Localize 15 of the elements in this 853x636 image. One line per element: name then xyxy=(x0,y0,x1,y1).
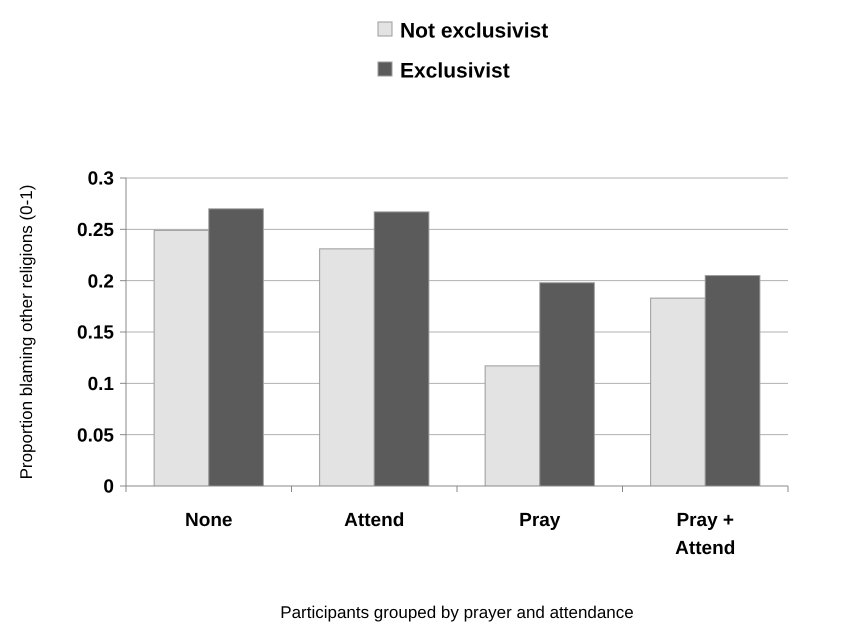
x-tick-label: Pray + Attend xyxy=(675,510,736,559)
y-tick-label: 0.05 xyxy=(77,425,114,446)
y-tick-label: 0.3 xyxy=(88,168,114,190)
x-axis-title: Participants grouped by prayer and attendance xyxy=(280,603,634,622)
x-tick-label: None xyxy=(185,510,232,531)
legend-label: Not exclusivist xyxy=(400,19,548,42)
y-tick-label: 0.25 xyxy=(77,220,114,241)
y-tick-label: 0.2 xyxy=(88,271,114,292)
legend-label: Exclusivist xyxy=(400,59,510,82)
y-tick-label: 0.15 xyxy=(77,322,114,344)
x-tick-label: Attend xyxy=(344,510,404,531)
y-tick-label: 0.1 xyxy=(88,374,114,395)
y-axis-title: Proportion blaming other religions (0-1) xyxy=(17,184,36,480)
x-tick-label: Pray xyxy=(519,510,561,531)
y-tick-label: 0 xyxy=(103,476,114,498)
